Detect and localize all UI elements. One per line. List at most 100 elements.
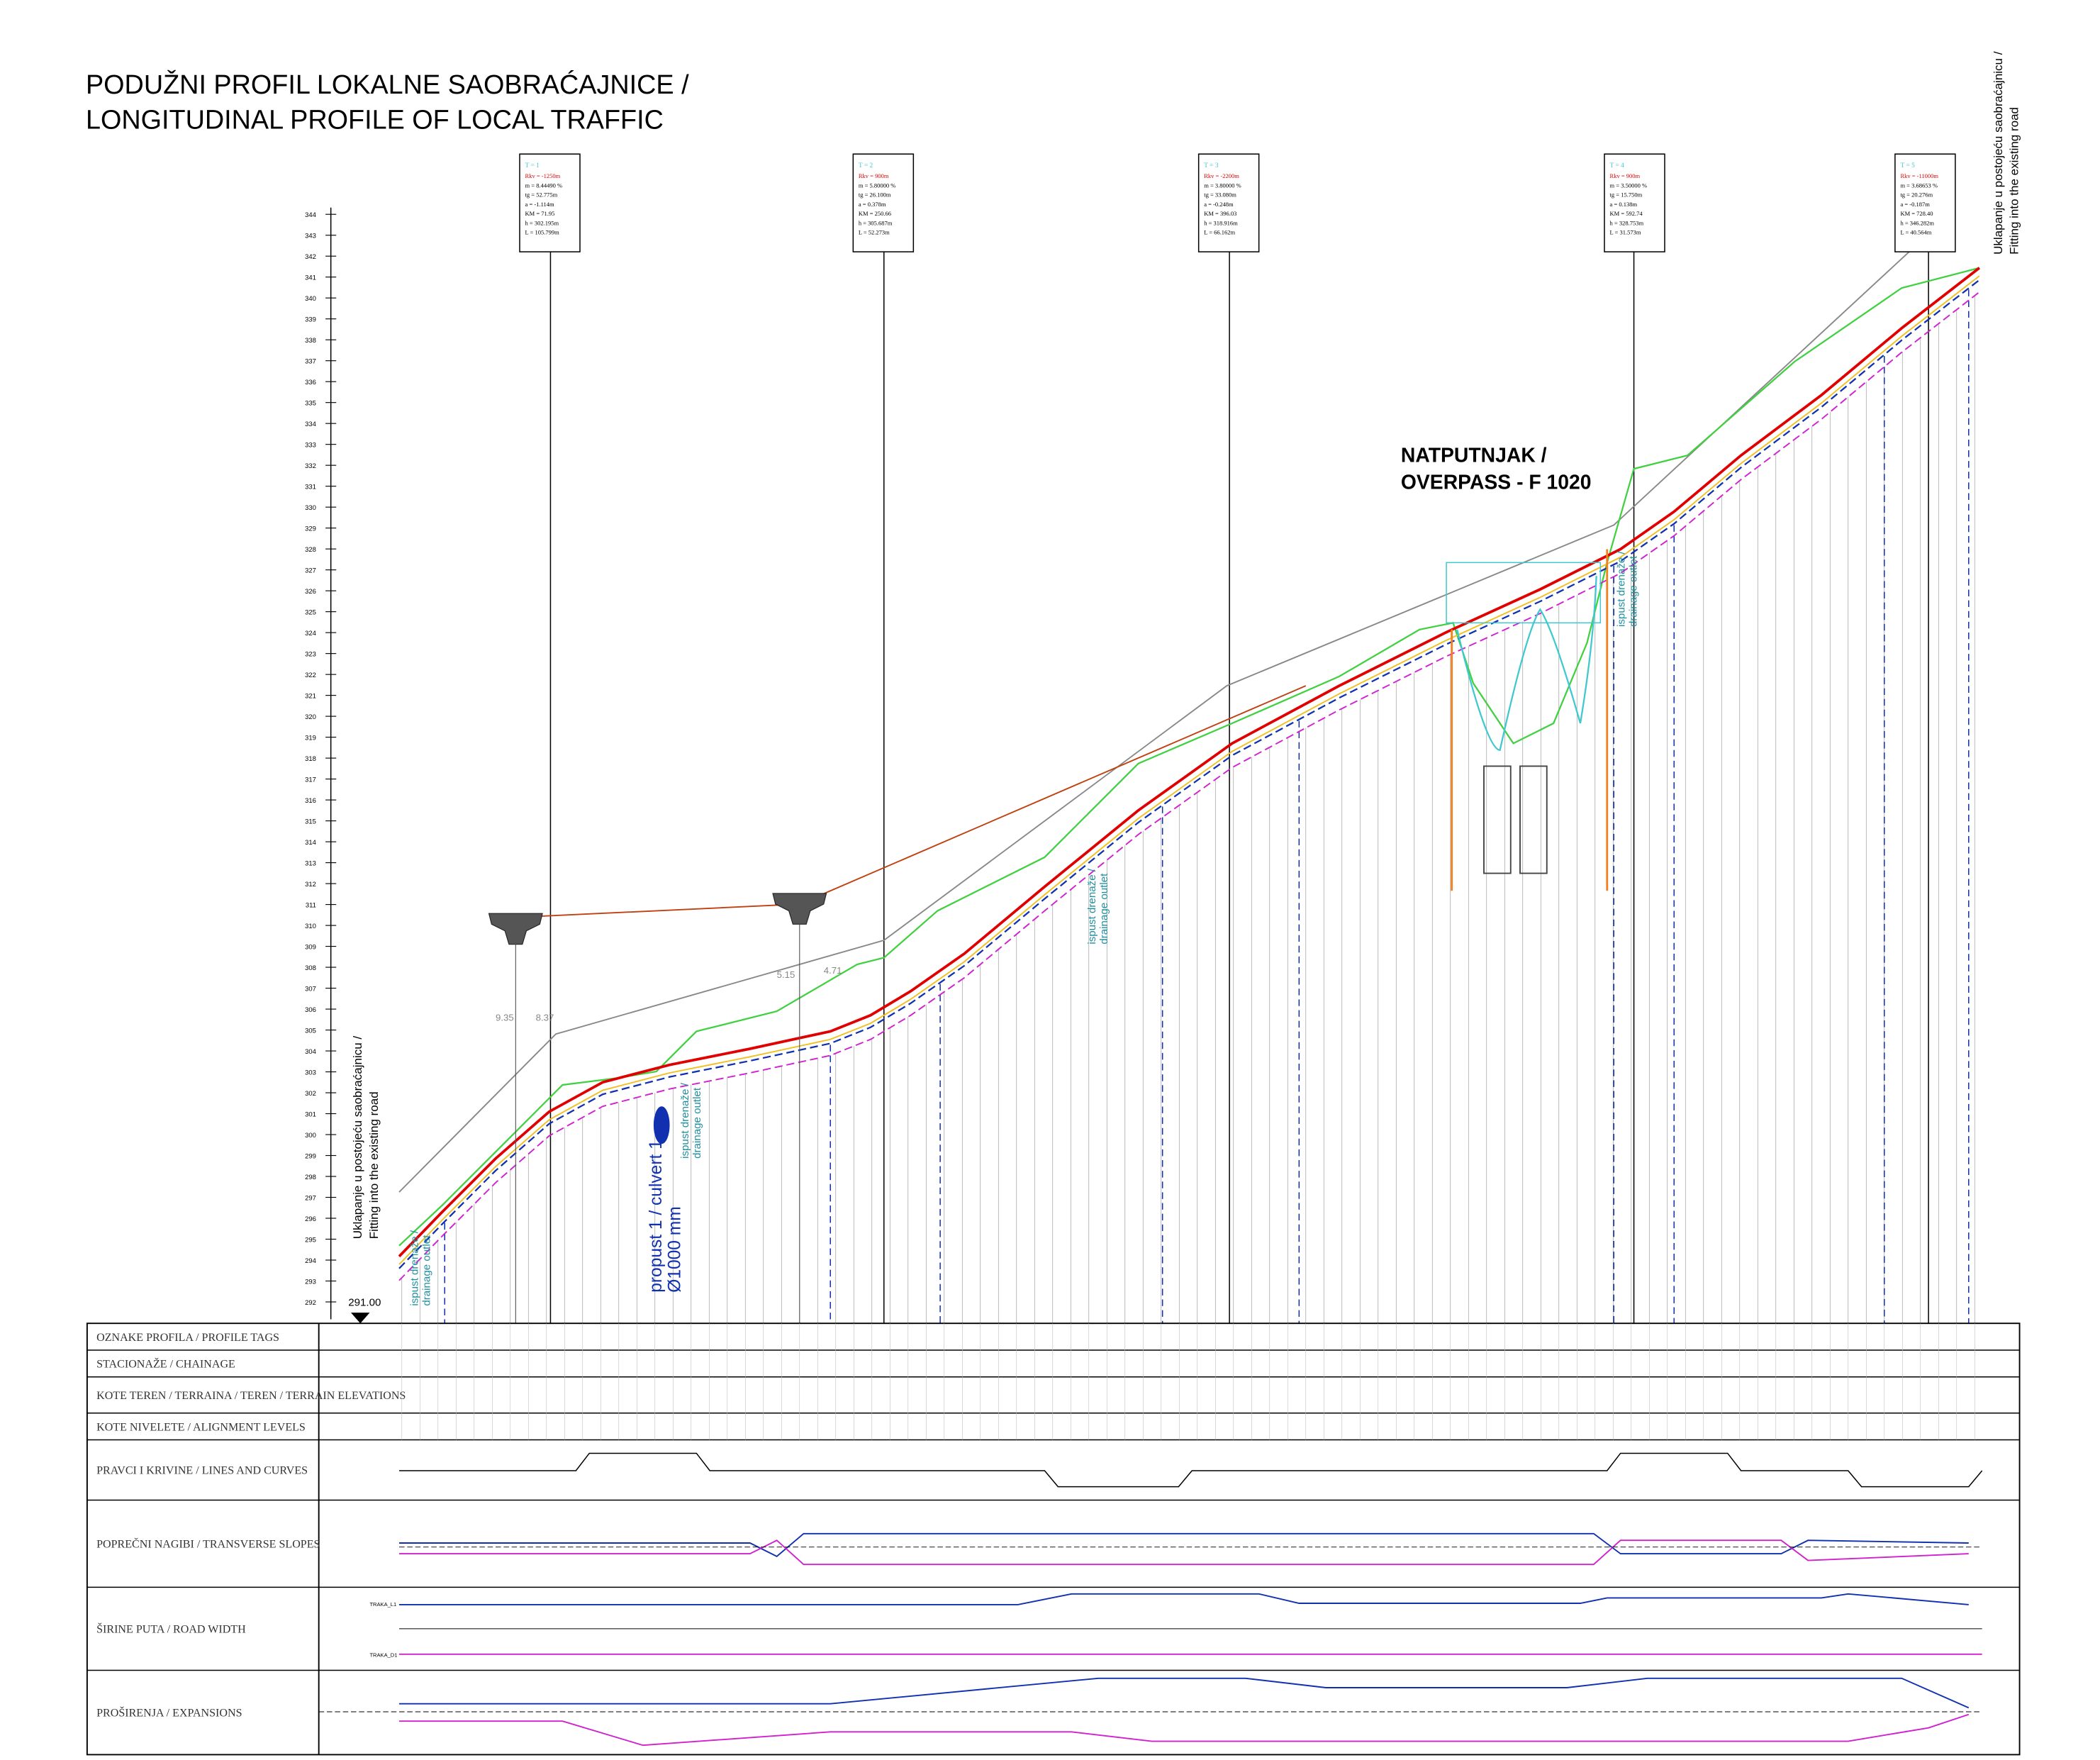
datum-marker [351,1313,370,1324]
edge-line [398,275,1980,1265]
curve-param: tg = 26.100m [859,191,891,199]
curve-param: tg = 15.750m [1610,191,1643,199]
title-line: LONGITUDINAL PROFILE OF LOCAL TRAFFIC [86,105,664,135]
curve-param: L = 66.162m [1204,229,1235,236]
axis-label: 320 [305,713,316,721]
lane-label: TRAKA_L1 [369,1601,396,1608]
axis-label: 341 [305,274,316,282]
curve-box [1197,153,1260,252]
curve-param: h = 318.916m [1204,219,1238,226]
axis-label: 309 [305,943,316,951]
curve-param: Rkv = -11000m [1900,172,1938,179]
cross-section [772,893,827,925]
fitting-label: Fitting into the existing road [367,1091,381,1239]
datum-label: 291.00 [348,1297,381,1309]
axis-label: 325 [305,608,316,616]
gap-label: 9.35 [496,1012,514,1023]
axis-label: 328 [305,546,316,554]
table-row-label: PROŠIRENJA / EXPANSIONS [96,1706,242,1720]
edge-line [398,291,1980,1281]
axis-label: 293 [305,1278,316,1286]
axis-label: 329 [305,525,316,533]
table-row-label: KOTE NIVELETE / ALIGNMENT LEVELS [96,1421,306,1433]
alignment-line [398,267,1981,1258]
overpass-deck [1446,562,1602,624]
expansion-right [398,1713,1970,1747]
curve-param: tg = 20.276m [1900,191,1933,199]
axis-label: 303 [305,1069,316,1076]
gap-label: 4.71 [824,965,842,976]
curve-param: KM = 250.66 [859,210,891,217]
fitting-label: Uklapanje u postojeću saobraćajnicu / [351,1036,364,1240]
curve-tag: T = 3 [1204,162,1219,169]
curve-box [852,153,915,252]
curve-param: h = 346.282m [1900,219,1934,226]
curve-tag: T = 1 [525,162,540,169]
axis-label: 337 [305,357,316,365]
curve-box [519,153,581,252]
curve-param: L = 31.573m [1610,229,1641,236]
axis-label: 331 [305,483,316,491]
cross-section [488,913,543,945]
axis-label: 298 [305,1174,316,1181]
table-row-label: POPREČNI NAGIBI / TRANSVERSE SLOPES [96,1537,320,1551]
drain-label: drainage outlet [691,1087,703,1159]
drain-label: drainage outlet [420,1235,432,1306]
curve-param: m = 3.80000 % [1204,182,1241,189]
overpass-arch [1456,576,1597,751]
curve-param: Rkv = 900m [1610,172,1641,179]
pier [1519,765,1548,874]
axis-label: 319 [305,734,316,742]
lines-curves [398,1452,1983,1488]
axis-label: 310 [305,923,316,930]
edge-line [398,279,1980,1269]
table-row-label: STACIONAŽE / CHAINAGE [96,1357,235,1371]
axis-label: 307 [305,985,316,993]
fitting-label: Uklapanje u postojeću saobraćajnicu / [1992,51,2005,255]
axis-label: 334 [305,420,316,428]
expansion-left [398,1677,1970,1709]
axis-label: 311 [306,901,316,909]
drain-label: ispust drenaže / [408,1230,420,1305]
axis-label: 306 [305,1006,316,1014]
axis-label: 314 [305,839,316,847]
axis-label: 344 [305,211,316,219]
axis-label: 300 [305,1132,316,1140]
curve-param: tg = 33.080m [1204,191,1236,199]
culvert [653,1106,670,1144]
curve-param: a = -0.187m [1900,201,1930,208]
table-frame [86,1322,2021,1756]
slope-left [398,1532,1969,1558]
axis-label: 342 [305,253,316,261]
curve-param: m = 5.80000 % [859,182,896,189]
axis-label: 327 [305,567,316,574]
axis-label: 304 [305,1048,316,1056]
axis-label: 312 [305,881,316,889]
curve-param: h = 305.687m [859,219,893,226]
tangent-line [398,227,1936,1193]
curve-param: Rkv = 900m [859,172,889,179]
axis-label: 338 [305,337,316,345]
axis-label: 332 [305,462,316,470]
curve-param: KM = 728.40 [1900,210,1933,217]
curve-param: a = 0.138m [1610,201,1638,208]
curve-param: L = 52.273m [859,229,890,236]
table-row-label: ŠIRINE PUTA / ROAD WIDTH [96,1622,246,1636]
drain-label: ispust drenaže / [1086,868,1098,944]
gap-label: 5.15 [777,969,795,980]
culvert-label: Ø1000 mm [666,1206,685,1292]
axis-label: 317 [305,776,316,784]
title-line: PODUŽNI PROFIL LOKALNE SAOBRAĆAJNICE / [86,70,689,100]
axis-label: 324 [305,630,316,637]
curve-tag: T = 5 [1900,162,1915,169]
curve-param: h = 302.195m [525,219,559,226]
axis-label: 330 [305,504,316,512]
curve-param: m = 3.50000 % [1610,182,1647,189]
curve-param: m = 3.68653 % [1900,182,1938,189]
axis-label: 294 [305,1257,316,1265]
gap-label: 8.37 [536,1012,554,1023]
curve-param: Rkv = -1250m [525,172,561,179]
axis-label: 340 [305,295,316,303]
